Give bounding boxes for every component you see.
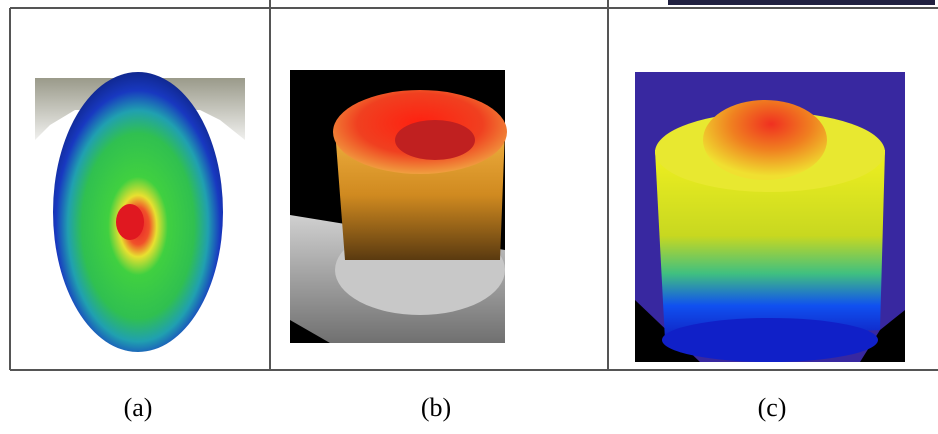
image-c (635, 72, 905, 362)
caption: (b) (421, 393, 451, 422)
image-fragment (668, 0, 935, 5)
image-a (35, 72, 245, 352)
caption: (c) (758, 393, 787, 422)
image-b (290, 70, 507, 343)
caption: (a) (124, 393, 153, 422)
figure: (a) (b) (c) (0, 0, 938, 434)
